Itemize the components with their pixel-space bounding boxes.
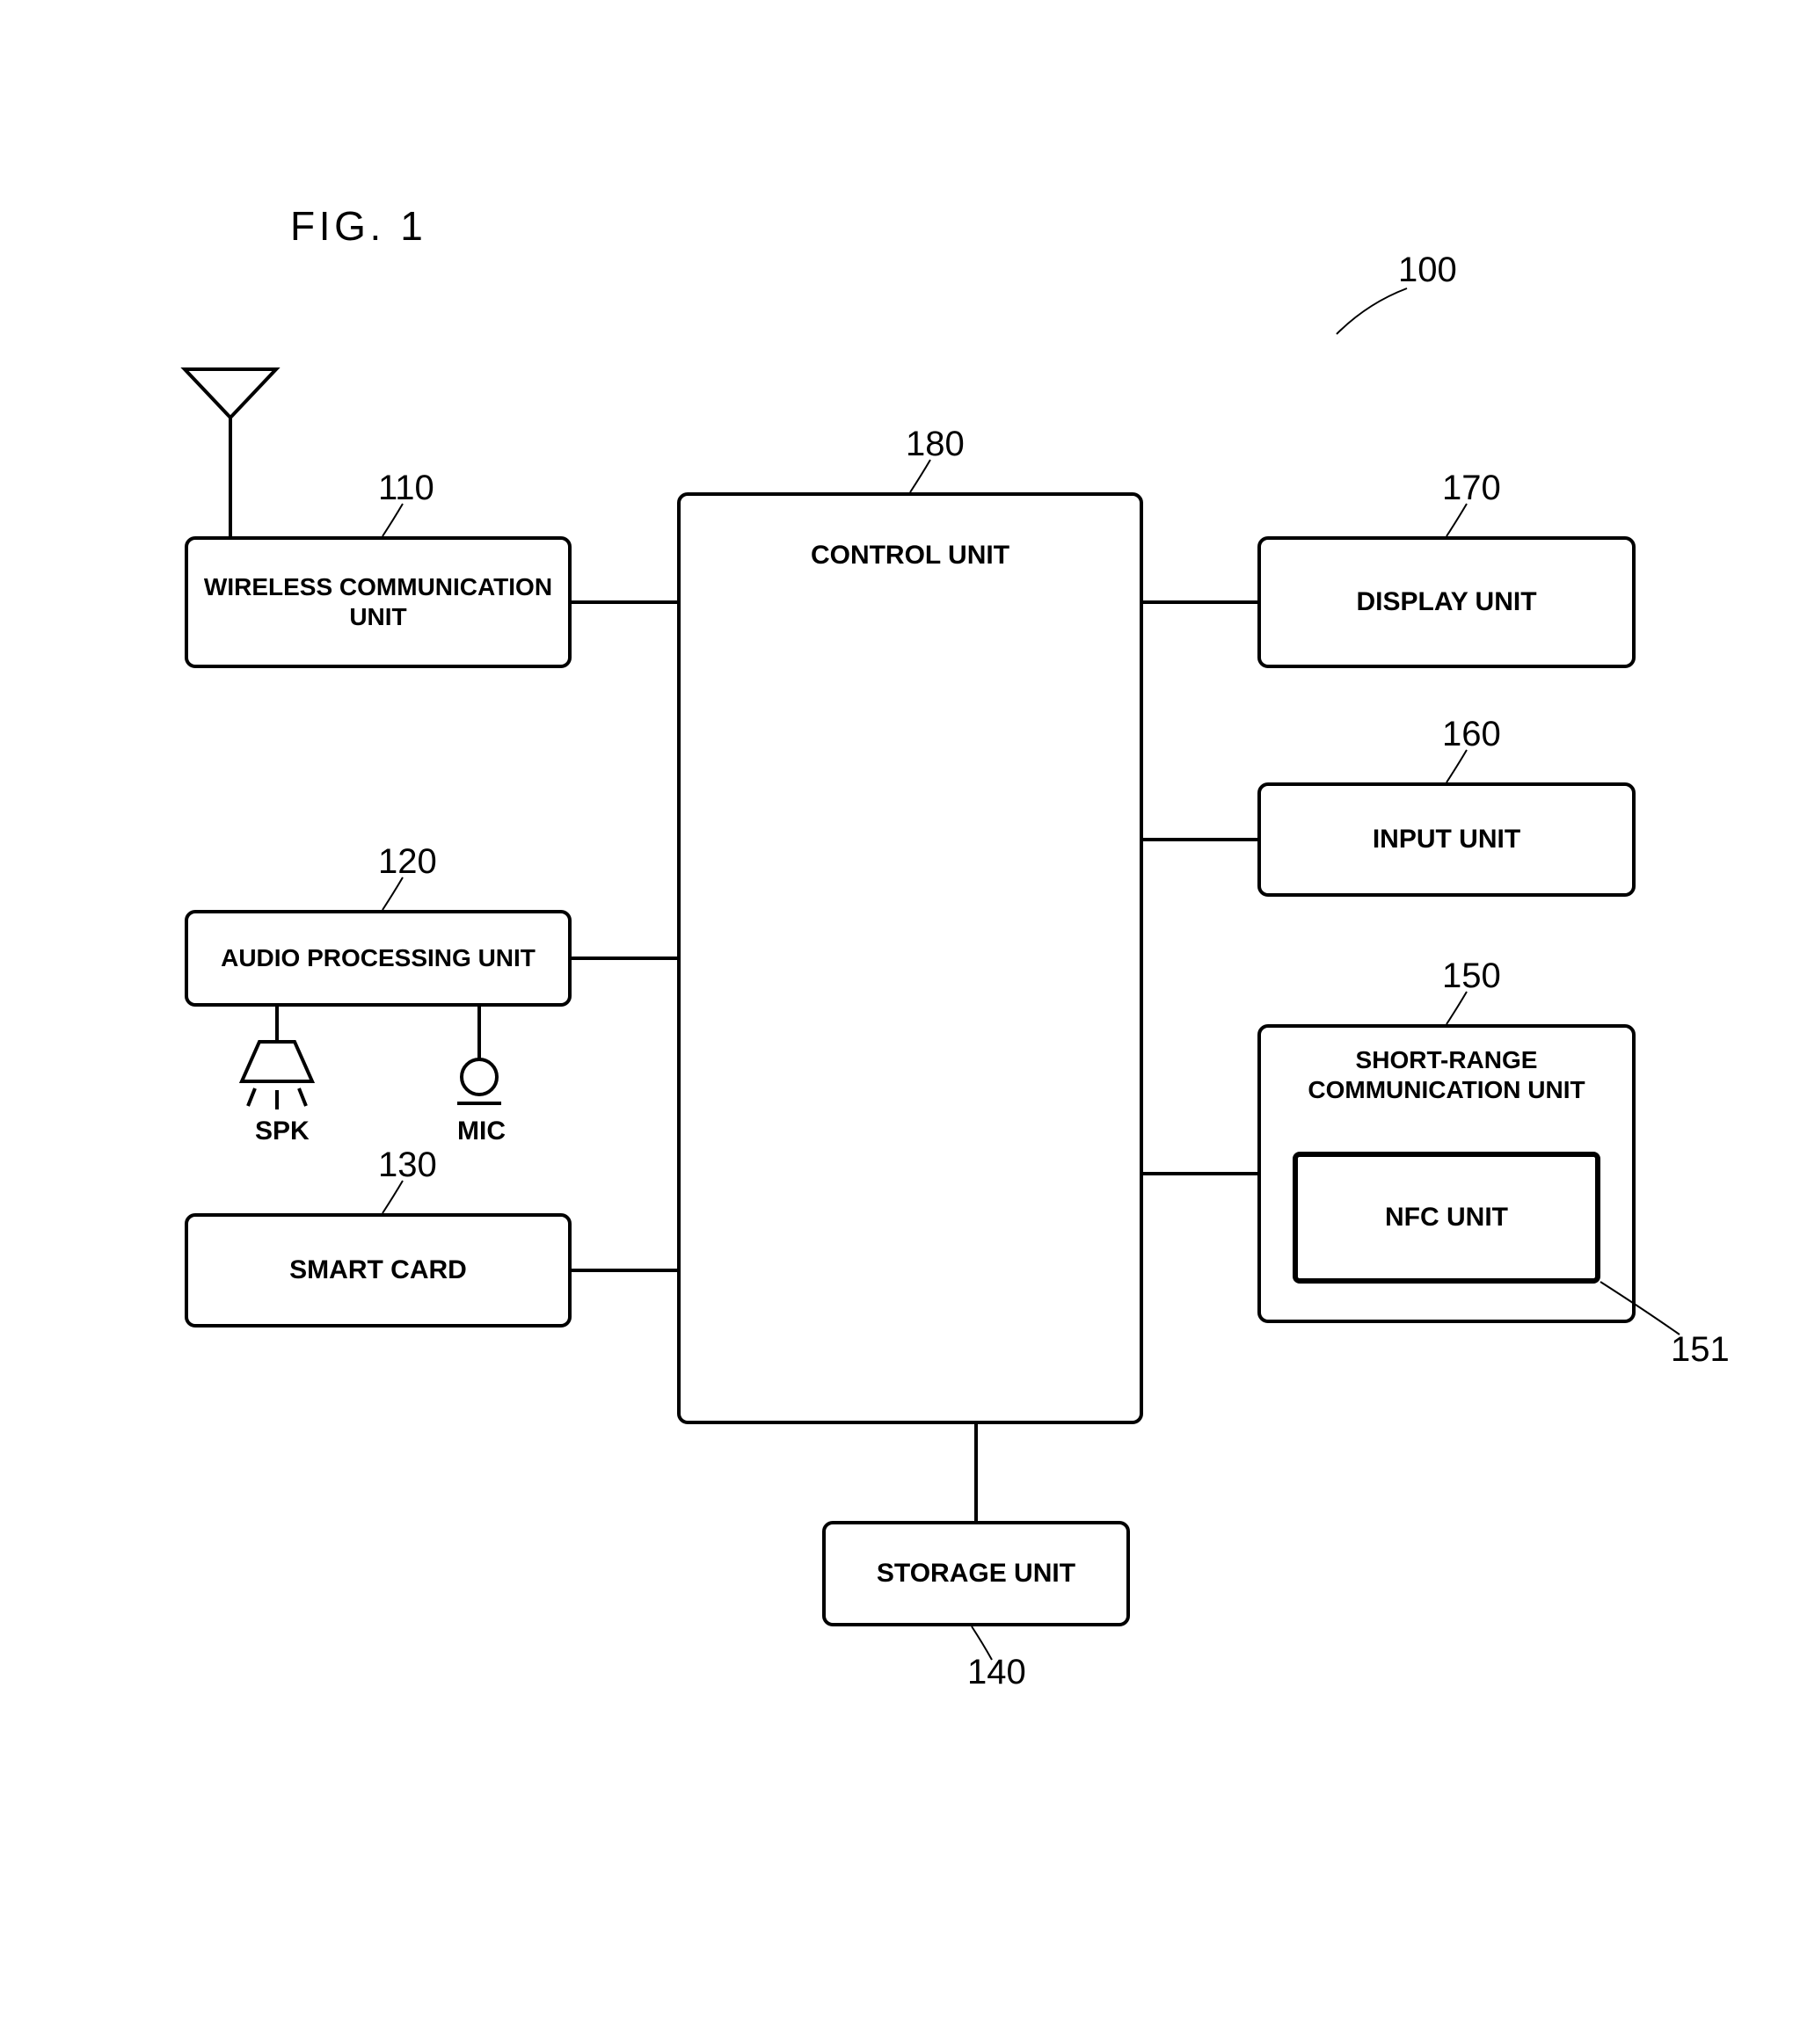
nfc-unit-block: NFC UNIT — [1293, 1152, 1600, 1284]
mic-label: MIC — [457, 1117, 506, 1146]
shortrange-unit-ref: 150 — [1442, 957, 1501, 996]
audio-unit-ref: 120 — [378, 842, 437, 882]
figure-title: FIG. 1 — [290, 202, 426, 250]
control-unit-ref: 180 — [906, 425, 965, 464]
wireless-unit-label: WIRELESS COMMUNICATIONUNIT — [204, 572, 552, 631]
nfc-unit-ref: 151 — [1671, 1330, 1730, 1370]
smartcard-ref: 130 — [378, 1146, 437, 1185]
storage-unit-ref: 140 — [967, 1653, 1026, 1692]
control-unit-block: CONTROL UNIT — [677, 492, 1143, 1424]
wireless-unit-ref: 110 — [378, 469, 434, 508]
spk-label: SPK — [255, 1117, 310, 1146]
display-unit-label: DISPLAY UNIT — [1356, 586, 1536, 618]
storage-unit-block: STORAGE UNIT — [822, 1521, 1130, 1626]
display-unit-ref: 170 — [1442, 469, 1501, 508]
wireless-unit-block: WIRELESS COMMUNICATIONUNIT — [185, 536, 572, 668]
input-unit-block: INPUT UNIT — [1257, 782, 1636, 897]
control-unit-label: CONTROL UNIT — [811, 540, 1009, 571]
smartcard-label: SMART CARD — [289, 1255, 467, 1286]
input-unit-label: INPUT UNIT — [1373, 824, 1520, 855]
smartcard-block: SMART CARD — [185, 1213, 572, 1328]
display-unit-block: DISPLAY UNIT — [1257, 536, 1636, 668]
shortrange-unit-label: SHORT-RANGECOMMUNICATION UNIT — [1308, 1045, 1585, 1104]
system-ref-label: 100 — [1398, 251, 1457, 290]
storage-unit-label: STORAGE UNIT — [877, 1558, 1075, 1589]
input-unit-ref: 160 — [1442, 715, 1501, 754]
figure-page: FIG. 1 100 CONTROL UNIT 180 WIRELESS COM… — [0, 0, 1800, 2044]
audio-unit-label: AUDIO PROCESSING UNIT — [221, 943, 536, 973]
nfc-unit-label: NFC UNIT — [1385, 1203, 1508, 1233]
audio-unit-block: AUDIO PROCESSING UNIT — [185, 910, 572, 1007]
